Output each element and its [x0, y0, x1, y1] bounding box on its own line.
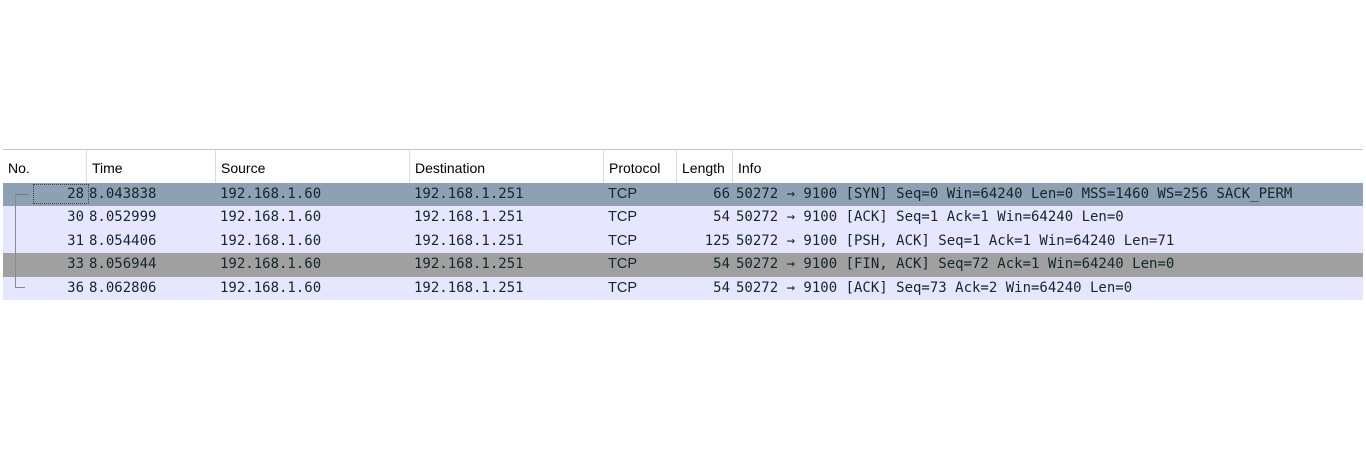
column-header-time[interactable]: Time: [87, 150, 216, 183]
packet-protocol: TCP: [608, 256, 637, 273]
column-header-protocol[interactable]: Protocol: [604, 150, 677, 183]
column-header-length[interactable]: Length: [677, 150, 733, 183]
packet-row[interactable]: 33 8.056944 192.168.1.60 192.168.1.251 T…: [3, 253, 1363, 277]
packet-length: 54: [713, 256, 730, 273]
packet-source: 192.168.1.60: [220, 186, 322, 202]
packet-list: No. Time Source Destination Protocol Len…: [3, 149, 1363, 300]
packet-rows: 28 8.043838 192.168.1.60 192.168.1.251 T…: [3, 183, 1363, 300]
packet-row[interactable]: 28 8.043838 192.168.1.60 192.168.1.251 T…: [3, 183, 1363, 207]
packet-source: 192.168.1.60: [220, 209, 322, 226]
packet-protocol: TCP: [608, 232, 637, 249]
column-header-info[interactable]: Info: [738, 160, 762, 176]
packet-row[interactable]: 36 8.062806 192.168.1.60 192.168.1.251 T…: [3, 276, 1363, 300]
packet-source: 192.168.1.60: [220, 232, 322, 249]
packet-no: 30: [67, 209, 84, 226]
packet-destination: 192.168.1.251: [414, 232, 524, 249]
packet-time: 8.052999: [89, 209, 157, 226]
packet-no: 36: [67, 279, 84, 296]
packet-info: 50272 → 9100 [SYN] Seq=0 Win=64240 Len=0…: [736, 186, 1293, 202]
packet-row[interactable]: 30 8.052999 192.168.1.60 192.168.1.251 T…: [3, 206, 1363, 230]
packet-time: 8.054406: [89, 232, 157, 249]
focus-rectangle: [33, 184, 89, 204]
packet-no: 33: [67, 256, 84, 273]
conversation-line: [15, 195, 16, 287]
packet-list-header: No. Time Source Destination Protocol Len…: [3, 150, 1363, 183]
column-header-destination[interactable]: Destination: [410, 150, 604, 183]
packet-time: 8.062806: [89, 279, 157, 296]
packet-destination: 192.168.1.251: [414, 209, 524, 226]
conversation-end-marker: [15, 287, 25, 288]
column-header-no[interactable]: No.: [3, 150, 87, 183]
packet-destination: 192.168.1.251: [414, 279, 524, 296]
packet-length: 54: [713, 209, 730, 226]
packet-source: 192.168.1.60: [220, 279, 322, 296]
packet-time: 8.043838: [89, 186, 157, 202]
packet-length: 125: [704, 232, 730, 249]
packet-row[interactable]: 31 8.054406 192.168.1.60 192.168.1.251 T…: [3, 229, 1363, 254]
packet-protocol: TCP: [608, 186, 637, 202]
packet-protocol: TCP: [608, 279, 637, 296]
column-header-source[interactable]: Source: [216, 150, 410, 183]
packet-time: 8.056944: [89, 256, 157, 273]
packet-info: 50272 → 9100 [FIN, ACK] Seq=72 Ack=1 Win…: [736, 256, 1175, 273]
packet-no: 28: [67, 186, 84, 202]
packet-info: 50272 → 9100 [PSH, ACK] Seq=1 Ack=1 Win=…: [736, 232, 1175, 249]
packet-no: 31: [67, 232, 84, 249]
packet-info: 50272 → 9100 [ACK] Seq=73 Ack=2 Win=6424…: [736, 279, 1133, 296]
packet-protocol: TCP: [608, 209, 637, 226]
packet-destination: 192.168.1.251: [414, 256, 524, 273]
packet-length: 54: [713, 279, 730, 296]
packet-destination: 192.168.1.251: [414, 186, 524, 202]
packet-source: 192.168.1.60: [220, 256, 322, 273]
packet-info: 50272 → 9100 [ACK] Seq=1 Ack=1 Win=64240…: [736, 209, 1124, 226]
conversation-start-marker: [15, 194, 29, 195]
packet-length: 66: [713, 186, 730, 202]
